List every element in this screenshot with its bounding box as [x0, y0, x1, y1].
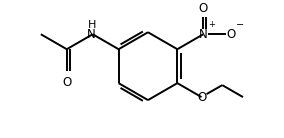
Text: H: H — [87, 20, 96, 30]
Text: O: O — [199, 2, 208, 15]
Text: O: O — [227, 28, 236, 41]
Text: +: + — [208, 20, 215, 29]
Text: −: − — [236, 20, 244, 30]
Text: O: O — [62, 76, 71, 89]
Text: O: O — [197, 91, 206, 104]
Text: N: N — [199, 28, 208, 41]
Text: N: N — [87, 28, 96, 41]
